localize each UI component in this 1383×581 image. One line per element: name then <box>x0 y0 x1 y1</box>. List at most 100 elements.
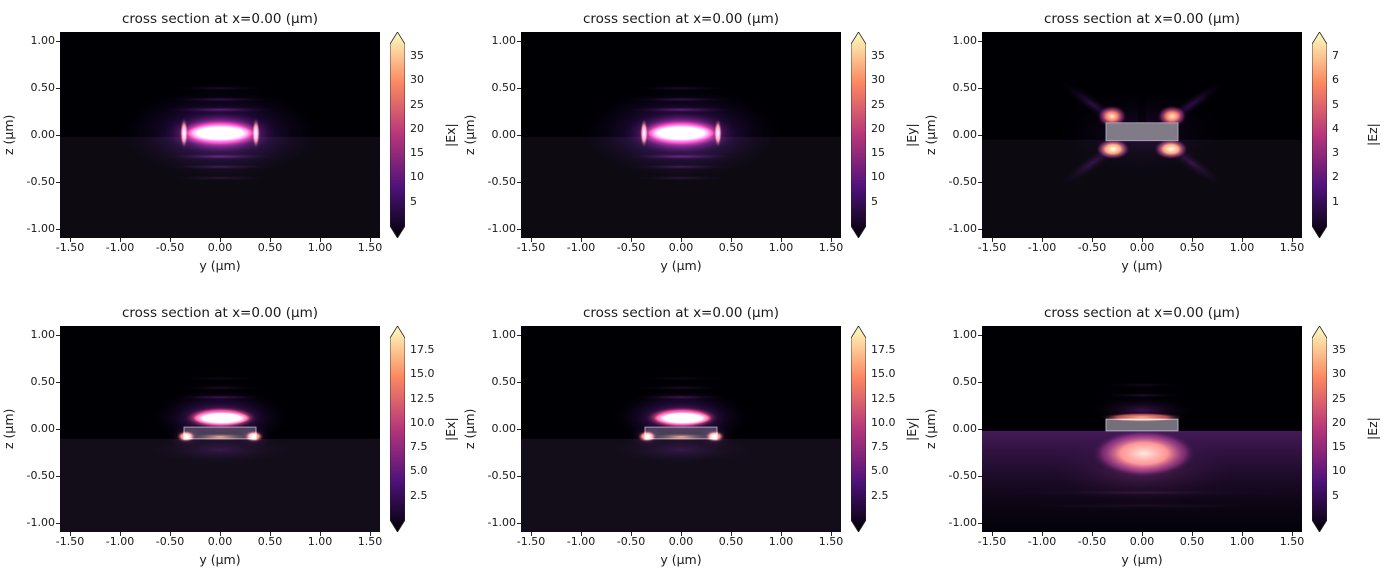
heatmap-canvas <box>982 32 1302 238</box>
heatmap-canvas <box>60 32 380 238</box>
x-tick-label: 1.50 <box>1279 241 1305 254</box>
colorbar-label: |Ex| <box>443 417 458 441</box>
colorbar-tick-label: 4 <box>1332 121 1339 135</box>
x-tick-label: -0.50 <box>155 535 185 548</box>
x-tick-label: 0.00 <box>207 535 233 548</box>
y-tick-mark <box>517 475 521 477</box>
y-tick-label: -1.00 <box>26 221 55 235</box>
y-tick-label: -1.00 <box>26 515 55 529</box>
y-axis-label: z (μm) <box>923 408 938 450</box>
x-tick-mark <box>1242 238 1243 242</box>
colorbar-tick-label: 15.0 <box>410 367 435 381</box>
colorbar-tick-label: 10 <box>1332 464 1346 478</box>
y-tick-label: 0.00 <box>30 128 56 141</box>
y-tick-labels: 1.00 0.50 0.00 -0.50 -1.00 <box>18 32 60 238</box>
y-tick-label: 1.00 <box>30 328 56 342</box>
x-tick-label: 1.00 <box>1229 535 1255 548</box>
x-tick-mark <box>120 532 121 536</box>
x-tick-mark <box>1142 238 1143 242</box>
x-tick-mark <box>70 532 71 536</box>
x-tick-mark <box>731 238 732 242</box>
x-tick-label: 0.50 <box>257 535 283 548</box>
x-tick-mark <box>531 532 532 536</box>
x-tick-mark <box>781 532 782 536</box>
x-axis-label: y (μm) <box>1121 258 1163 273</box>
x-tick-mark <box>631 532 632 536</box>
x-tick-label: -1.50 <box>977 535 1007 548</box>
x-tick-mark <box>370 532 371 536</box>
x-tick-mark <box>781 238 782 242</box>
y-tick-mark <box>56 135 60 136</box>
x-tick-mark <box>1042 238 1043 242</box>
y-tick-label: 1.00 <box>952 34 978 48</box>
x-tick-label: 1.00 <box>768 535 794 548</box>
colorbar-tick-label: 3 <box>1332 146 1339 160</box>
colorbar-tick-label: 35 <box>410 49 424 63</box>
y-tick-mark <box>978 475 982 477</box>
y-tick-mark <box>978 181 982 183</box>
heatmap-area <box>56 326 380 536</box>
y-tick-mark <box>517 41 521 43</box>
subplot-ey-top: cross section at x=0.00 (μm) z (μm) 1.00… <box>461 6 922 278</box>
y-tick-label: 0.50 <box>491 81 517 95</box>
y-tick-label: 0.00 <box>952 422 978 435</box>
y-axis-label: z (μm) <box>923 114 938 156</box>
x-tick-mark <box>70 238 71 242</box>
y-tick-label: -0.50 <box>487 174 516 188</box>
x-tick-labels: -1.50 -1.00 -0.50 0.00 0.50 1.00 1.50 <box>517 238 844 258</box>
y-tick-label: 1.00 <box>30 34 56 48</box>
x-axis-label: y (μm) <box>199 258 241 273</box>
y-tick-mark <box>978 335 982 337</box>
colorbar-tick-label: 15.0 <box>871 367 896 381</box>
colorbar-tick-label: 7.5 <box>410 440 428 454</box>
x-tick-mark <box>1242 532 1243 536</box>
x-tick-mark <box>320 238 321 242</box>
colorbar-label: |Ez| <box>1365 417 1380 441</box>
y-tick-label: -0.50 <box>948 468 977 482</box>
y-tick-label: -1.00 <box>948 515 977 529</box>
heatmap-canvas <box>521 32 841 238</box>
subplot-ez-bottom: cross section at x=0.00 (μm) z (μm) 1.00… <box>922 300 1383 572</box>
y-tick-label: -1.00 <box>487 221 516 235</box>
colorbar-tick-label: 17.5 <box>410 343 435 357</box>
x-tick-label: 0.50 <box>718 535 744 548</box>
colorbar-tick-label: 20 <box>1332 415 1346 429</box>
y-tick-mark <box>978 522 982 524</box>
colorbar-tick-label: 10.0 <box>410 415 435 429</box>
y-tick-mark <box>978 88 982 90</box>
x-tick-mark <box>220 238 221 242</box>
colorbar-tick-label: 20 <box>871 121 885 135</box>
x-tick-label: 1.50 <box>818 241 844 254</box>
y-tick-label: 0.50 <box>30 375 56 389</box>
colorbar-tick-label: 12.5 <box>871 391 896 405</box>
x-axis-label: y (μm) <box>660 258 702 273</box>
y-tick-mark <box>56 475 60 477</box>
y-tick-labels: 1.00 0.50 0.00 -0.50 -1.00 <box>940 326 982 532</box>
subplot-ey-bottom: cross section at x=0.00 (μm) z (μm) 1.00… <box>461 300 922 572</box>
x-tick-mark <box>681 532 682 536</box>
plot-title: cross section at x=0.00 (μm) <box>1044 11 1240 27</box>
colorbar-tick-label: 20 <box>410 121 424 135</box>
colorbar-gradient <box>1311 31 1328 239</box>
colorbar-tick-label: 2 <box>1332 170 1339 184</box>
x-tick-label: 0.50 <box>1179 241 1205 254</box>
x-tick-label: -1.50 <box>516 241 546 254</box>
x-axis-label: y (μm) <box>1121 552 1163 567</box>
y-tick-label: -1.00 <box>948 221 977 235</box>
x-tick-label: -0.50 <box>155 241 185 254</box>
x-tick-labels: -1.50 -1.00 -0.50 0.00 0.50 1.00 1.50 <box>978 238 1305 258</box>
colorbar-tick-label: 5.0 <box>871 464 889 478</box>
colorbar-tick-label: 5 <box>1332 97 1339 111</box>
plot-title: cross section at x=0.00 (μm) <box>1044 305 1240 321</box>
x-tick-mark <box>1042 532 1043 536</box>
y-tick-label: 0.50 <box>952 375 978 389</box>
x-tick-mark <box>992 238 993 242</box>
colorbar-label: |Ey| <box>904 417 919 441</box>
y-tick-label: 0.00 <box>491 422 517 435</box>
colorbar-gradient <box>850 325 867 533</box>
x-tick-label: -1.00 <box>105 241 135 254</box>
colorbar-tick-label: 25 <box>410 97 424 111</box>
colorbar-tick-label: 17.5 <box>871 343 896 357</box>
colorbar-label: |Ex| <box>443 123 458 147</box>
y-axis-label: z (μm) <box>462 114 477 156</box>
